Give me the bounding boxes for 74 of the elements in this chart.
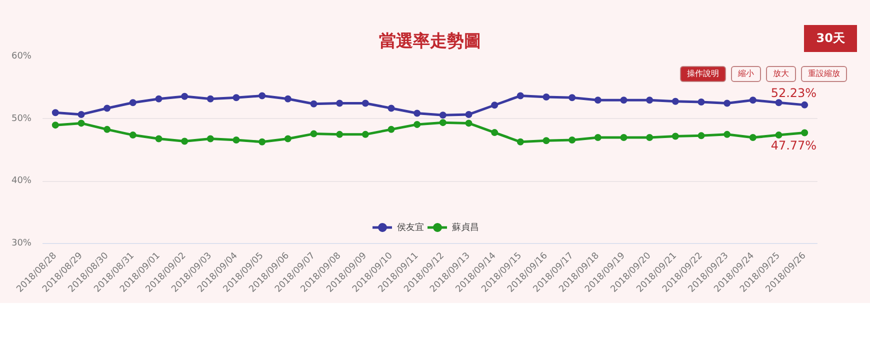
annotation: 放大 [766,66,796,82]
point [646,96,654,104]
point [724,100,731,107]
point [181,92,188,100]
point [439,119,446,126]
point [129,132,136,139]
point [232,94,240,102]
point [568,94,576,102]
point [672,132,679,140]
point [698,98,705,106]
text: 30天 [804,25,857,52]
point [749,96,756,104]
point [232,136,240,144]
point [52,122,59,129]
point [155,95,162,102]
point [801,129,808,136]
point [258,92,266,100]
point [414,110,421,117]
y-tick-label: 30% [11,238,32,248]
point [78,120,85,127]
annotation: 操作說明 [680,66,726,82]
annotation: 重設縮放 [801,66,847,82]
point [749,134,756,142]
point [414,120,421,128]
legend-label: 侯友宜 [397,222,424,234]
point [310,100,318,108]
point [206,135,214,142]
point [129,99,136,106]
point [439,112,446,119]
y-tick-label: 60% [11,52,32,62]
point [594,134,602,142]
point [362,130,369,138]
point [336,100,344,107]
y-tick-label: 50% [11,114,32,124]
point [620,96,628,104]
point [284,95,292,102]
point [672,98,679,105]
point [646,134,654,142]
point [388,104,395,112]
annotation: 52.23% [770,86,817,100]
point [542,94,550,101]
point [284,135,292,142]
point [698,132,705,140]
annotation: 縮小 [731,66,761,82]
point [362,100,369,107]
point [516,92,524,100]
point [388,126,395,133]
point [491,129,498,136]
y-tick-label: 40% [11,176,32,186]
point [310,130,318,138]
point [465,110,472,118]
point [336,130,344,138]
point [181,138,188,145]
point [620,134,628,142]
point [52,109,59,116]
point [542,137,550,144]
point [775,99,782,106]
point [104,126,111,133]
point [775,132,782,139]
point [594,96,602,104]
annotation: 47.77% [770,138,817,153]
chart-title: 當選率走勢圖 [379,32,481,52]
point [104,104,111,112]
point [465,120,472,127]
point [801,101,808,108]
point [724,130,731,138]
point [516,138,524,146]
point [155,135,162,142]
point [568,136,576,144]
legend-label: 蘇貞昌 [452,222,479,234]
point [206,95,214,102]
point [258,138,266,146]
point [491,102,498,109]
point [78,110,85,118]
